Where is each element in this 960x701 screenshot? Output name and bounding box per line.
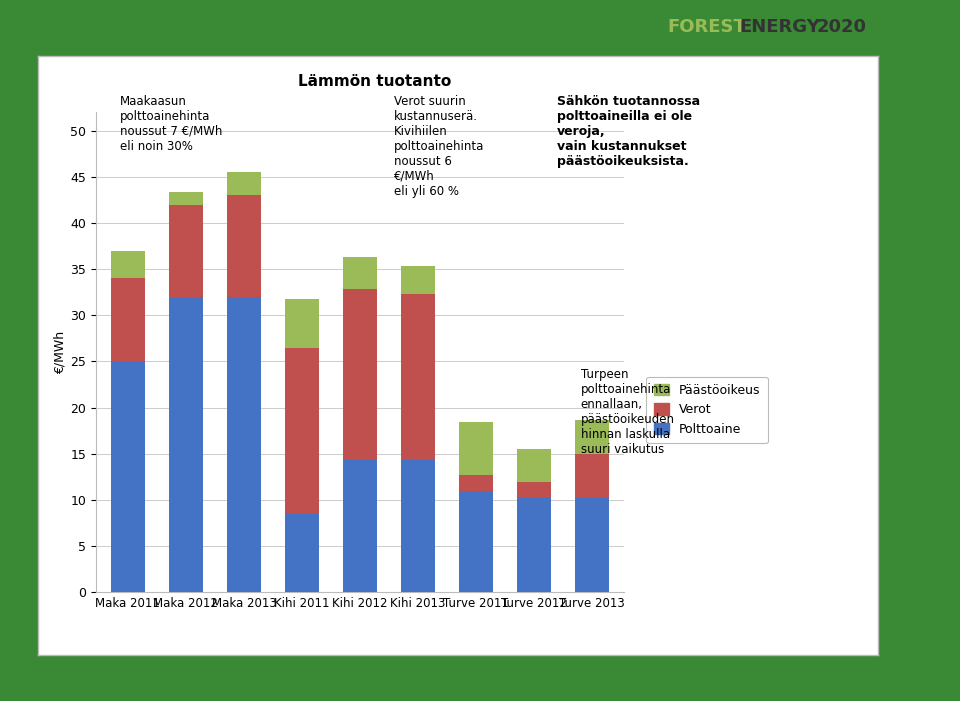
Bar [459,423,493,475]
Bar [516,482,551,497]
Bar [516,497,551,592]
Y-axis label: €/MWh: €/MWh [53,331,66,374]
Text: Turpeen
polttoainehinta
ennallaan,
päästöoikeuden
hinnan laskulla
suuri vaikutus: Turpeen polttoainehinta ennallaan, pääst… [581,368,675,456]
Bar [459,491,493,592]
Bar [169,193,204,205]
Text: Sähkön tuotannossa
polttoaineilla ei ole
veroja,
vain kustannukset
päästöoikeuks: Sähkön tuotannossa polttoaineilla ei ole… [557,95,700,168]
Bar [575,420,610,454]
Text: FOREST: FOREST [667,18,746,36]
Bar [227,297,261,592]
Bar [400,461,436,592]
Bar [343,461,377,592]
Bar [110,362,145,592]
Bar [516,449,551,482]
Bar [400,294,436,461]
Bar [459,475,493,491]
Bar [284,299,320,348]
Bar [227,196,261,297]
Bar [343,257,377,290]
Text: Verot suurin
kustannuserä.
Kivihiilen
polttoainehinta
noussut 6
€/MWh
eli yli 60: Verot suurin kustannuserä. Kivihiilen po… [394,95,484,198]
Bar [227,172,261,196]
Bar [284,514,320,592]
Bar [169,205,204,297]
Bar [343,290,377,461]
Text: 2020: 2020 [817,18,867,36]
Bar [284,348,320,514]
Bar [575,497,610,592]
Bar [169,297,204,592]
Bar [110,251,145,278]
Bar [400,266,436,294]
Bar [575,454,610,497]
Text: Lämmön tuotanto: Lämmön tuotanto [298,74,451,88]
Legend: Päästöoikeus, Verot, Polttoaine: Päästöoikeus, Verot, Polttoaine [646,376,768,443]
Bar [110,278,145,362]
Text: ENERGY: ENERGY [739,18,820,36]
Text: Maakaasun
polttoainehinta
noussut 7 €/MWh
eli noin 30%: Maakaasun polttoainehinta noussut 7 €/MW… [120,95,223,153]
